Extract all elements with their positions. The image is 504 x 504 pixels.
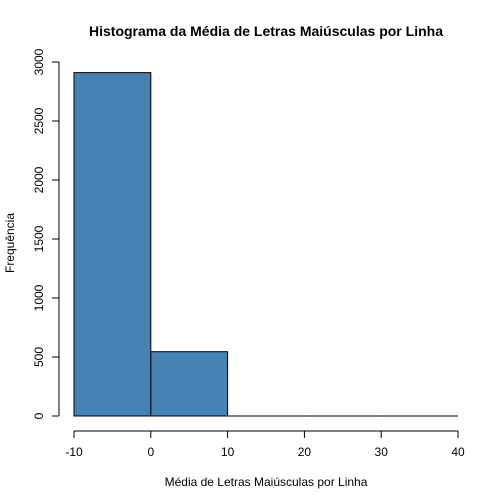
bars-group [74, 73, 458, 416]
y-tick-label: 3000 [32, 48, 46, 75]
x-axis: -10 0 10 20 30 40 [65, 431, 465, 459]
y-axis-label: Frequência [3, 213, 17, 273]
x-tick-label: 40 [451, 445, 465, 459]
y-axis: 0 500 1000 1500 2000 2500 3000 [32, 48, 59, 419]
x-tick-label: 10 [221, 445, 235, 459]
x-axis-label: Média de Letras Maiúsculas por Linha [165, 475, 368, 489]
y-tick-label: 0 [32, 412, 46, 419]
y-tick-label: 2500 [32, 107, 46, 134]
histogram-bar [151, 352, 228, 416]
x-tick-label: -10 [65, 445, 83, 459]
y-tick-label: 500 [32, 347, 46, 367]
x-tick-label: 20 [298, 445, 312, 459]
x-tick-label: 0 [147, 445, 154, 459]
y-tick-label: 1000 [32, 284, 46, 311]
y-tick-label: 1500 [32, 225, 46, 252]
y-tick-label: 2000 [32, 166, 46, 193]
histogram-bar [74, 73, 151, 416]
chart-title: Histograma da Média de Letras Maiúsculas… [89, 23, 443, 39]
x-tick-label: 30 [375, 445, 389, 459]
